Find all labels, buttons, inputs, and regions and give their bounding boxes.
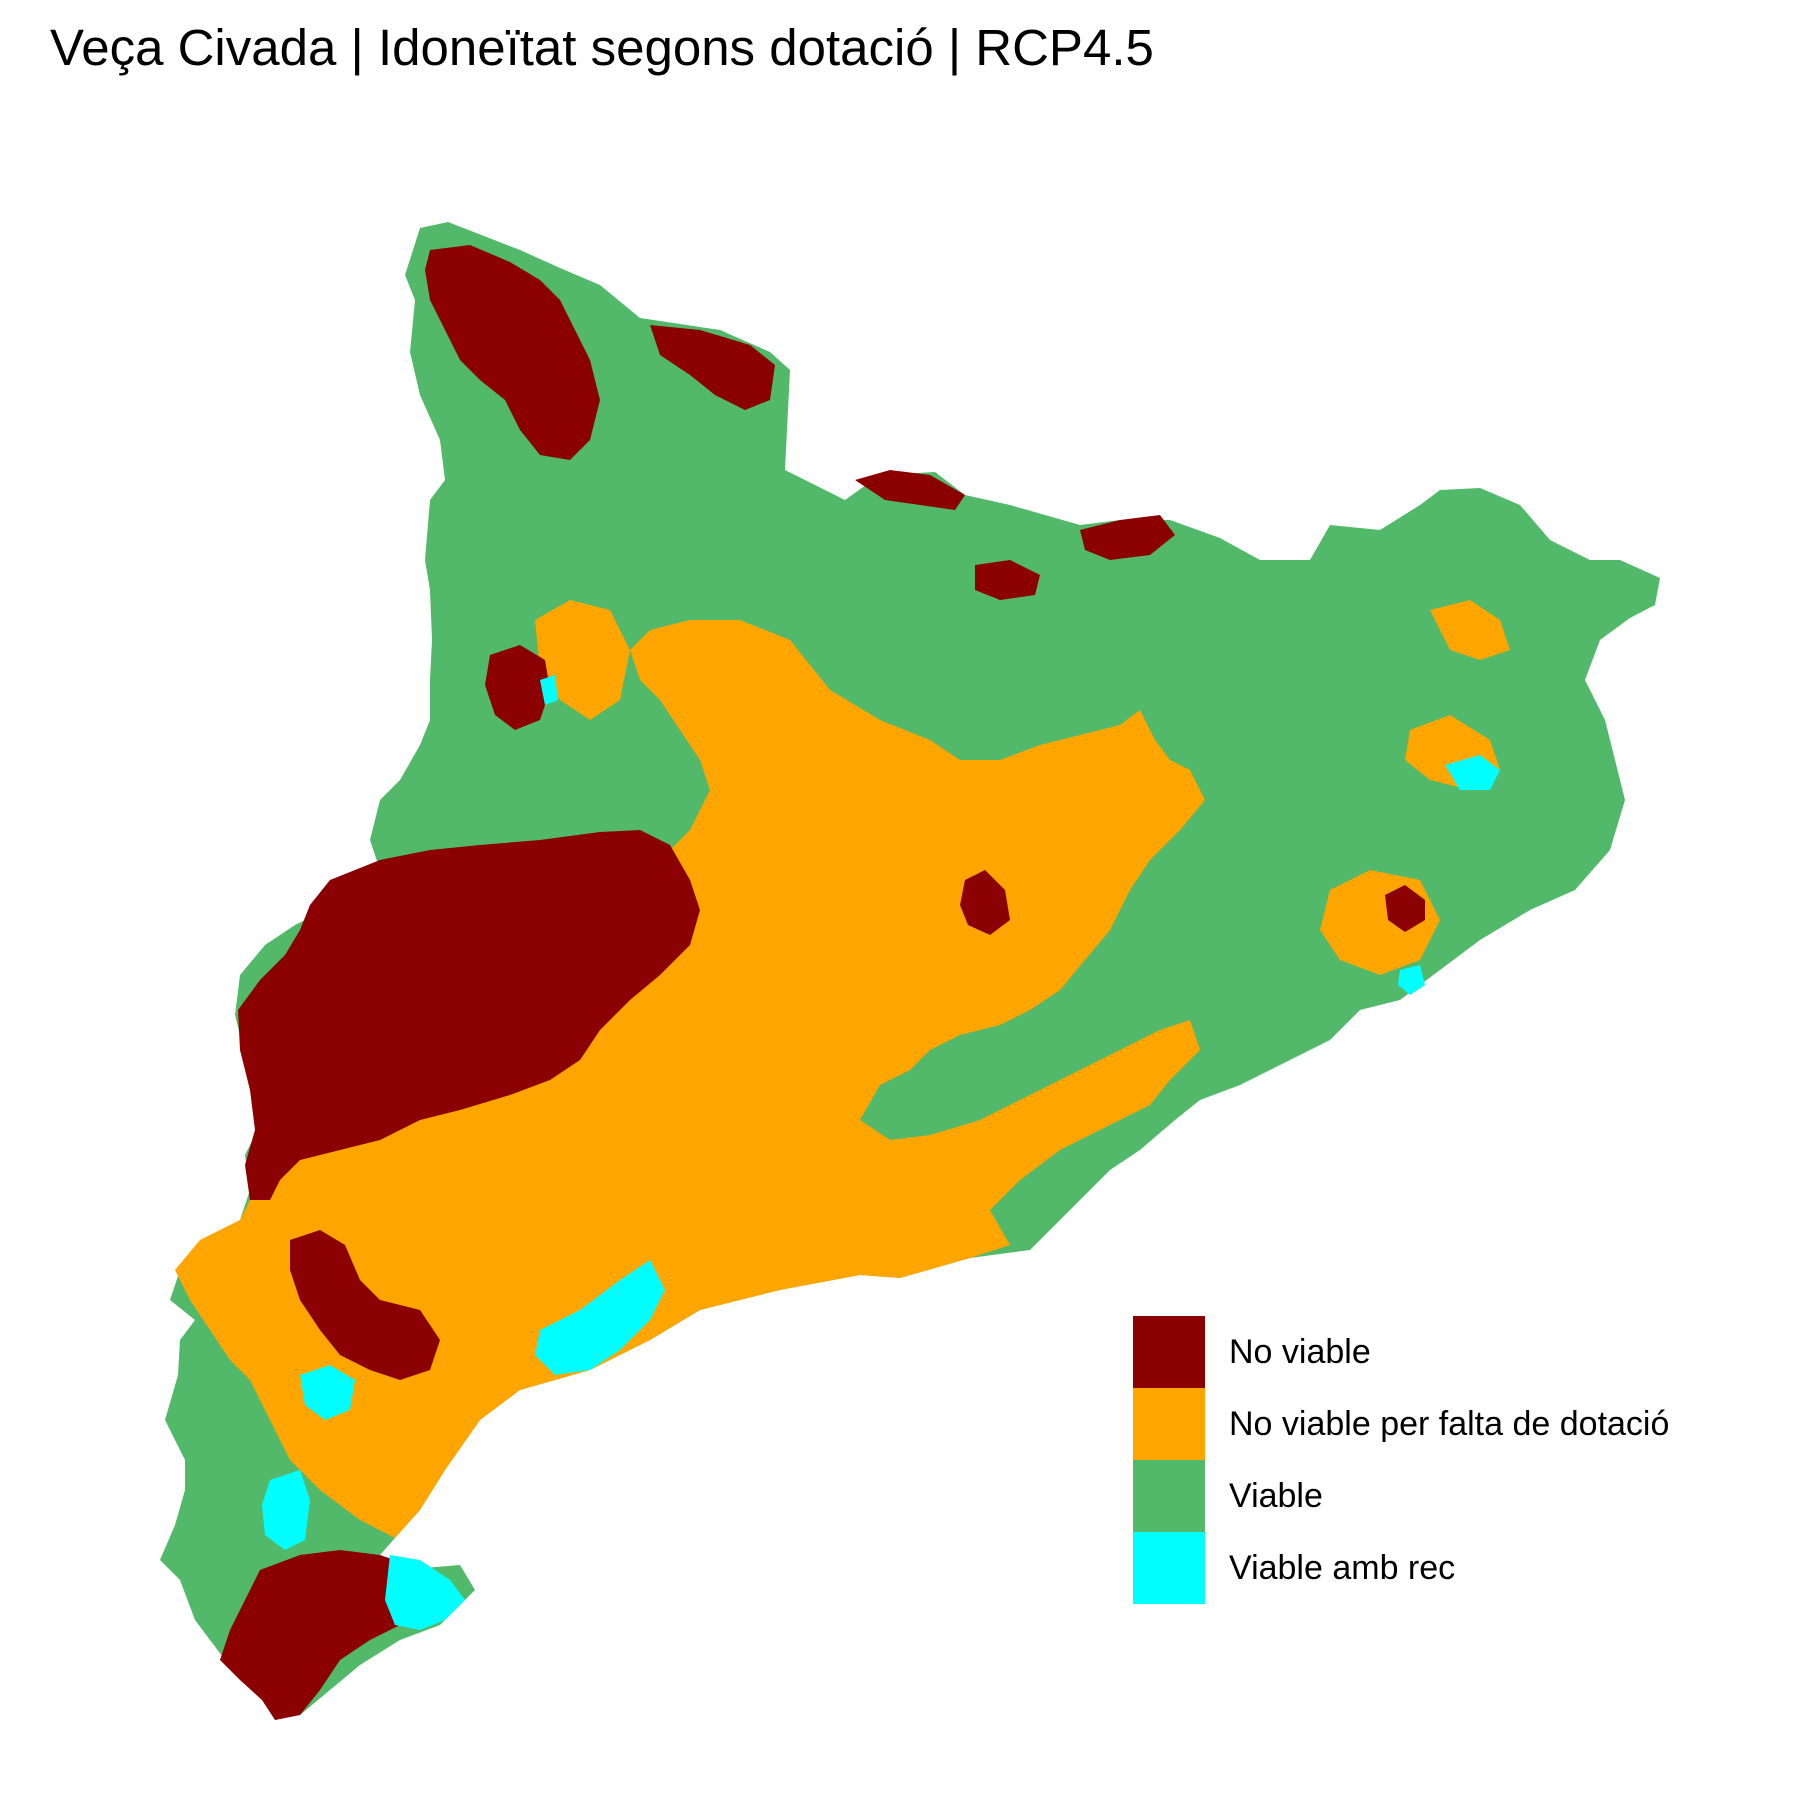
region-noviable-west [238, 830, 700, 1200]
legend-label-no-viable: No viable [1229, 1332, 1371, 1371]
legend-item-viable: Viable [1133, 1460, 1669, 1532]
region-irrigated-pyrenees-valley [540, 675, 558, 705]
map-legend: No viable No viable per falta de dotació… [1133, 1316, 1669, 1604]
region-noviable-pyrenees-west [425, 245, 600, 460]
region-noviable-pyrenees-east [855, 470, 965, 510]
legend-item-viable-rec: Viable amb rec [1133, 1532, 1669, 1604]
legend-label-viable-rec: Viable amb rec [1229, 1548, 1456, 1587]
region-orange-northeast [1430, 600, 1510, 660]
region-noviable-cerdanya [975, 560, 1040, 600]
region-noviable-ebre [220, 1550, 430, 1720]
legend-label-no-viable-dotacio: No viable per falta de dotació [1229, 1404, 1670, 1443]
region-orange-central [175, 620, 1205, 1538]
legend-swatch-viable-rec [1133, 1532, 1205, 1604]
region-noviable-south-mountains [290, 1230, 440, 1380]
region-irrigated-ebre-valley [262, 1470, 310, 1550]
region-noviable-montserrat [960, 870, 1010, 935]
region-noviable-pallars [485, 645, 550, 730]
legend-swatch-no-viable [1133, 1316, 1205, 1388]
region-noviable-pyrenees-far-east [1080, 515, 1175, 560]
region-orange-north-valleys [535, 600, 630, 720]
legend-item-no-viable-dotacio: No viable per falta de dotació [1133, 1388, 1669, 1460]
legend-label-viable: Viable [1229, 1476, 1323, 1515]
region-irrigated-girona-coast [1398, 965, 1425, 995]
region-noviable-pyrenees-central [650, 325, 775, 410]
legend-swatch-no-viable-dotacio [1133, 1388, 1205, 1460]
legend-item-no-viable: No viable [1133, 1316, 1669, 1388]
region-noviable-montseny [1385, 885, 1425, 932]
region-irrigated-emporda [1445, 755, 1500, 790]
region-irrigated-tortosa [300, 1365, 355, 1420]
legend-swatch-viable [1133, 1460, 1205, 1532]
map-title: Veça Civada | Idoneïtat segons dotació |… [50, 19, 1154, 76]
region-irrigated-lleida [535, 1260, 665, 1375]
region-irrigated-delta [385, 1555, 465, 1630]
